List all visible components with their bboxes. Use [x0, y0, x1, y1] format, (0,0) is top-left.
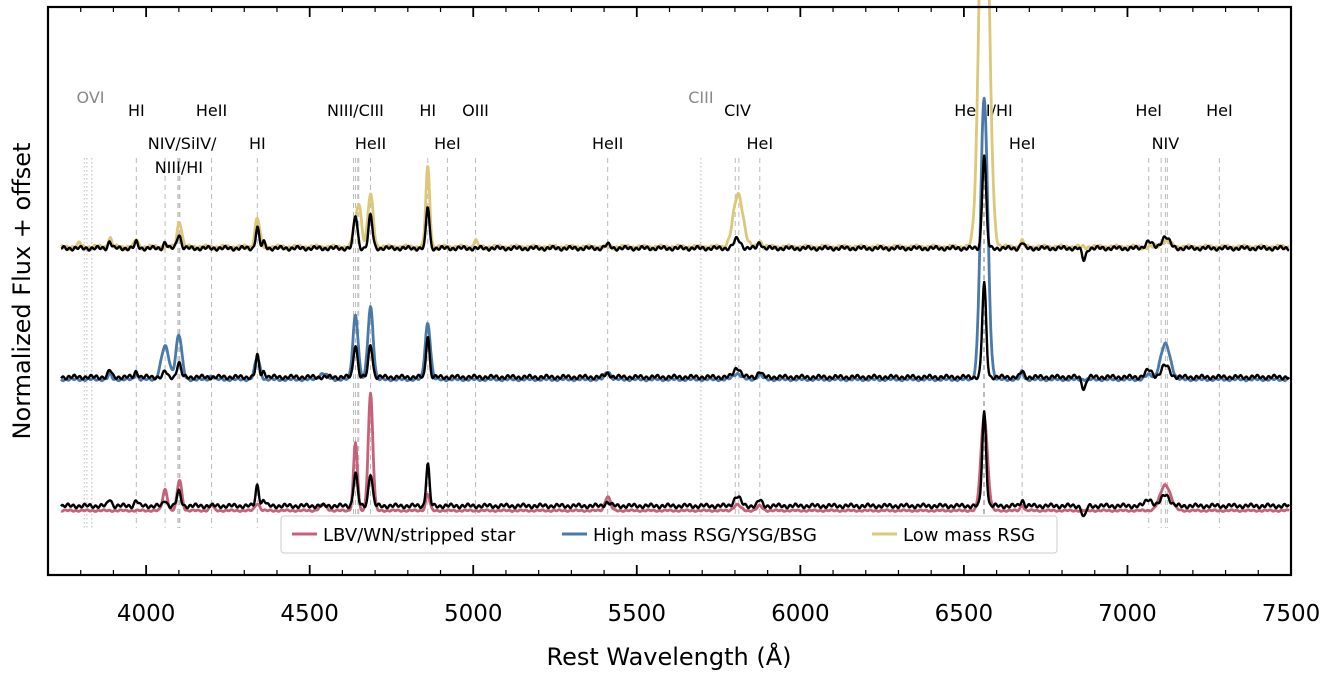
line-label: HeI [1206, 101, 1233, 120]
x-tick-label: 6000 [771, 601, 830, 627]
line-label: OVI [77, 88, 105, 107]
line-label: NIII/HI [155, 158, 203, 177]
legend: LBV/WN/stripped star High mass RSG/YSG/B… [280, 515, 1058, 554]
y-axis-label: Normalized Flux + offset [8, 143, 36, 440]
line-label: HeII [355, 134, 386, 153]
line-label: HeI [746, 134, 773, 153]
x-tick-label: 5000 [444, 601, 503, 627]
series-layer [60, 0, 1291, 518]
line-label: HI [419, 101, 436, 120]
x-axis-label: Rest Wavelength (Å) [546, 642, 791, 671]
plot-frame [46, 5, 1293, 577]
x-tick-label: 5500 [608, 601, 667, 627]
line-label: HeI [1009, 134, 1036, 153]
line-label: HeI [434, 134, 461, 153]
line-label: HeII [196, 101, 227, 120]
series-line-observed [60, 410, 1290, 518]
legend-label-lbv: LBV/WN/stripped star [323, 525, 516, 546]
x-tick-label: 6500 [935, 601, 994, 627]
line-label: CIV [724, 101, 751, 120]
x-tick-label: 7000 [1098, 601, 1157, 627]
legend-label-low-mass: Low mass RSG [903, 525, 1035, 546]
line-label: HeII [592, 134, 623, 153]
line-label: NIII/CIII [327, 101, 384, 120]
line-label: NIV [1152, 134, 1180, 153]
line-label: OIII [462, 101, 489, 120]
series-line-high-mass-rsg-ysg-bsg [60, 96, 1290, 383]
legend-label-high-mass: High mass RSG/YSG/BSG [593, 525, 817, 546]
line-label: HI [249, 134, 266, 153]
line-label: CIII [688, 88, 713, 107]
series-line-low-mass-rsg [60, 0, 1290, 251]
line-label: HeI [1135, 101, 1162, 120]
x-axis-ticks: 4000 4500 5000 5500 6000 6500 7000 7500 [47, 7, 1321, 627]
series-line-observed [60, 280, 1291, 392]
line-label: HI [128, 101, 145, 120]
series-line-observed [60, 154, 1290, 262]
x-tick-label: 4000 [117, 601, 176, 627]
x-tick-label: 7500 [1262, 601, 1321, 627]
line-label: NIV/SiIV/ [148, 134, 217, 153]
series-line-lbv-wn-stripped-star [60, 391, 1290, 513]
x-tick-label: 4500 [280, 601, 339, 627]
line-marker-layer [83, 158, 1220, 528]
legend-box [280, 515, 1058, 554]
